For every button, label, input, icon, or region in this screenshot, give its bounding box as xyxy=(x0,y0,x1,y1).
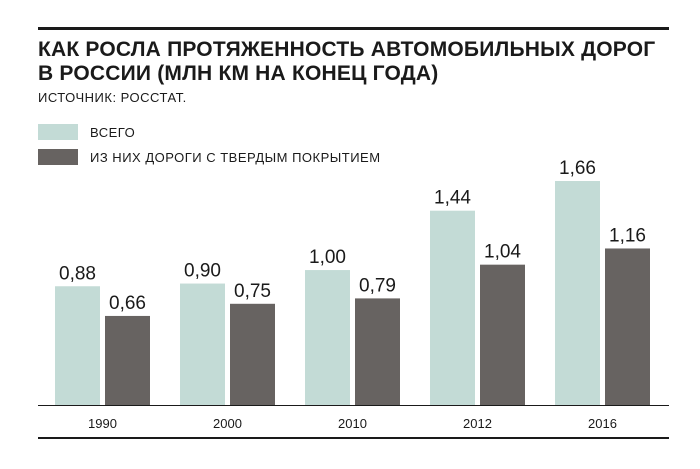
x-tick-label-2016: 2016 xyxy=(588,416,617,431)
bottom-rule xyxy=(38,437,669,439)
source-note: ИСТОЧНИК: РОССТАТ. xyxy=(38,90,187,105)
data-label-paved-2000: 0,75 xyxy=(234,281,271,302)
data-label-total-2000: 0,90 xyxy=(184,261,221,282)
chart-title: КАК РОСЛА ПРОТЯЖЕННОСТЬ АВТОМОБИЛЬНЫХ ДО… xyxy=(38,38,656,85)
legend-swatch-total xyxy=(38,124,78,140)
bar-total-2010 xyxy=(305,270,350,405)
bar-paved-2016 xyxy=(605,248,650,405)
bar-total-1990 xyxy=(55,286,100,405)
x-tick-label-2012: 2012 xyxy=(463,416,492,431)
bar-total-2016 xyxy=(555,181,600,405)
x-tick-label-2010: 2010 xyxy=(338,416,367,431)
top-rule xyxy=(38,27,669,30)
data-label-paved-2012: 1,04 xyxy=(484,242,521,263)
bar-total-2000 xyxy=(180,283,225,405)
legend-label-total: ВСЕГО xyxy=(90,124,136,140)
data-label-total-2016: 1,66 xyxy=(559,158,596,179)
data-label-paved-2016: 1,16 xyxy=(609,225,646,246)
data-label-total-2010: 1,00 xyxy=(309,247,346,268)
data-label-paved-1990: 0,66 xyxy=(109,293,146,314)
data-label-paved-2010: 0,79 xyxy=(359,275,396,296)
legend: ВСЕГО ИЗ НИХ ДОРОГИ С ТВЕРДЫМ ПОКРЫТИЕМ xyxy=(38,122,381,172)
bar-total-2012 xyxy=(430,210,475,405)
bar-paved-2010 xyxy=(355,298,400,405)
x-tick-label-1990: 1990 xyxy=(88,416,117,431)
x-tick-label-2000: 2000 xyxy=(213,416,242,431)
legend-item-total: ВСЕГО xyxy=(38,122,381,142)
legend-swatch-paved xyxy=(38,149,78,165)
bar-paved-2000 xyxy=(230,303,275,405)
legend-item-paved: ИЗ НИХ ДОРОГИ С ТВЕРДЫМ ПОКРЫТИЕМ xyxy=(38,147,381,167)
bar-paved-2012 xyxy=(480,264,525,405)
data-label-total-2012: 1,44 xyxy=(434,188,471,209)
data-label-total-1990: 0,88 xyxy=(59,263,96,284)
legend-label-paved: ИЗ НИХ ДОРОГИ С ТВЕРДЫМ ПОКРЫТИЕМ xyxy=(90,149,381,165)
bar-paved-1990 xyxy=(105,315,150,405)
